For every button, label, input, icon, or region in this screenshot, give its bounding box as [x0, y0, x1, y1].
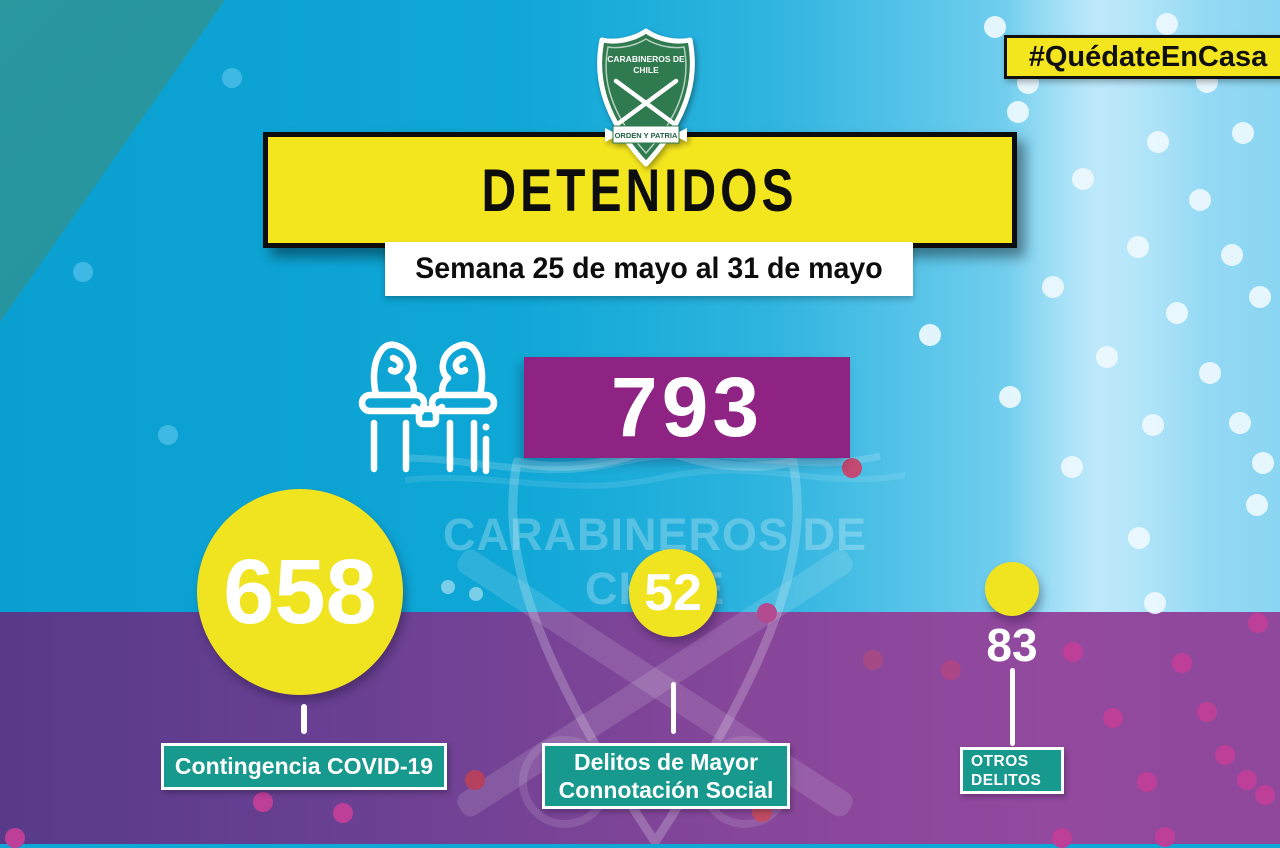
confetti-dot [1237, 770, 1257, 790]
confetti-dot [333, 803, 353, 823]
confetti-dot [1229, 412, 1251, 434]
confetti-dot [842, 458, 862, 478]
total-detainees-box: 793 [524, 357, 850, 458]
confetti-dot [1156, 13, 1178, 35]
logo-motto: ORDEN Y PATRIA [615, 131, 678, 140]
connector-tick-covid [301, 704, 307, 734]
carabineros-badge-logo: CARABINEROS DE CHILE ORDEN Y PATRIA [597, 28, 695, 167]
stat-circle-dmcs: 52 [629, 549, 717, 637]
hashtag-banner: #QuédateEnCasa [1004, 35, 1280, 79]
confetti-dot [1189, 189, 1211, 211]
watermark-line1: CARABINEROS DE [443, 509, 867, 560]
confetti-dot [1052, 828, 1072, 848]
confetti-dot [1142, 414, 1164, 436]
confetti-dot [1096, 346, 1118, 368]
confetti-dot [253, 792, 273, 812]
stat-circle-otros [985, 562, 1039, 616]
confetti-dot [469, 587, 483, 601]
stat-value-covid: 658 [223, 540, 377, 643]
confetti-dot [1147, 131, 1169, 153]
confetti-dot [1007, 101, 1029, 123]
confetti-dot [757, 603, 777, 623]
confetti-dot [1252, 452, 1274, 474]
hashtag-label: #QuédateEnCasa [1028, 40, 1268, 73]
connector-tick-otros [1010, 668, 1015, 746]
confetti-dot [1215, 745, 1235, 765]
logo-title-line2: CHILE [633, 65, 659, 75]
confetti-dot [1137, 772, 1157, 792]
confetti-dot [1128, 527, 1150, 549]
week-range-label: Semana 25 de mayo al 31 de mayo [415, 252, 883, 285]
confetti-dot [1232, 122, 1254, 144]
confetti-dot [158, 425, 178, 445]
confetti-dot [441, 580, 455, 594]
confetti-dot [1144, 592, 1166, 614]
confetti-dot [1063, 642, 1083, 662]
page-title: DETENIDOS [481, 156, 799, 224]
connector-tick-dmcs [671, 682, 676, 734]
confetti-dot [1155, 827, 1175, 847]
confetti-dot [1246, 494, 1268, 516]
logo-motto-ribbon: ORDEN Y PATRIA [605, 125, 687, 144]
confetti-dot [1248, 613, 1268, 633]
right-fist [428, 341, 498, 415]
confetti-dot [1199, 362, 1221, 384]
confetti-dot [1249, 286, 1271, 308]
confetti-dot [999, 386, 1021, 408]
confetti-dot [984, 16, 1006, 38]
stat-label-covid: Contingencia COVID-19 [161, 743, 447, 790]
confetti-dot [1061, 456, 1083, 478]
logo-crossed-rifles-icon [613, 78, 679, 126]
total-detainees-value: 793 [610, 360, 764, 454]
handcuffs-icon [358, 341, 498, 475]
confetti-dot [1197, 702, 1217, 722]
confetti-dot [1166, 302, 1188, 324]
confetti-dot [5, 828, 25, 848]
stat-label-dmcs: Delitos de Mayor Connotación Social [542, 743, 790, 809]
confetti-dot [1072, 168, 1094, 190]
confetti-dot [919, 324, 941, 346]
stat-circle-covid: 658 [197, 489, 403, 695]
stat-value-otros: 83 [986, 619, 1038, 671]
confetti-dot [465, 770, 485, 790]
confetti-dot [222, 68, 242, 88]
stat-label-otros: OTROS DELITOS [960, 747, 1064, 794]
subtitle-banner: Semana 25 de mayo al 31 de mayo [385, 242, 913, 296]
confetti-dot [1172, 653, 1192, 673]
confetti-dot [863, 650, 883, 670]
confetti-dot [941, 660, 961, 680]
confetti-dot [1221, 244, 1243, 266]
confetti-dot [1103, 708, 1123, 728]
logo-title-line1: CARABINEROS DE [607, 54, 685, 64]
confetti-dot [1127, 236, 1149, 258]
stat-value-dmcs: 52 [644, 564, 702, 622]
confetti-dot [73, 262, 93, 282]
confetti-dot [1255, 785, 1275, 805]
left-fist [358, 341, 428, 415]
confetti-dot [1042, 276, 1064, 298]
